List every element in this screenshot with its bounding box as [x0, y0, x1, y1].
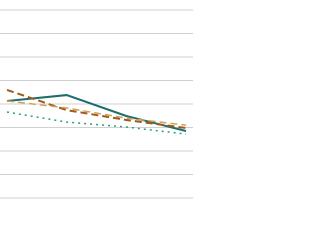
- data-line: [6, 94, 187, 132]
- chart: [0, 9, 193, 199]
- data-line: [6, 111, 187, 135]
- data-line: [6, 88, 187, 129]
- data-line: [6, 100, 187, 126]
